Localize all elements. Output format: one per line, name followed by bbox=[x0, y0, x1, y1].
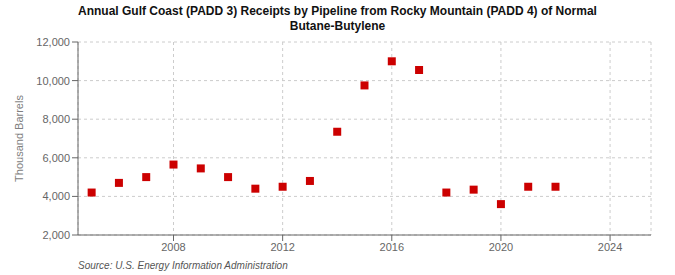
svg-text:2,000: 2,000 bbox=[42, 229, 70, 241]
svg-text:2020: 2020 bbox=[489, 241, 513, 253]
html-text:Source: U.S. Energy Informatio: Source: U.S. Energy Information Administ… bbox=[78, 260, 288, 271]
svg-text:12,000: 12,000 bbox=[36, 36, 70, 48]
svg-text:2016: 2016 bbox=[380, 241, 404, 253]
svg-text:2008: 2008 bbox=[161, 241, 185, 253]
svg-text:8,000: 8,000 bbox=[42, 113, 70, 125]
svg-text:6,000: 6,000 bbox=[42, 152, 70, 164]
svg-text:2012: 2012 bbox=[270, 241, 294, 253]
html-text:Annual Gulf Coast (PADD 3) Rec: Annual Gulf Coast (PADD 3) Receipts by P… bbox=[78, 4, 597, 18]
svg-text:Thousand Barrels: Thousand Barrels bbox=[13, 95, 25, 182]
svg-text:2024: 2024 bbox=[598, 241, 622, 253]
html-text:Butane-Butylene: Butane-Butylene bbox=[289, 19, 386, 33]
svg-text:4,000: 4,000 bbox=[42, 190, 70, 202]
svg-text:10,000: 10,000 bbox=[36, 75, 70, 87]
